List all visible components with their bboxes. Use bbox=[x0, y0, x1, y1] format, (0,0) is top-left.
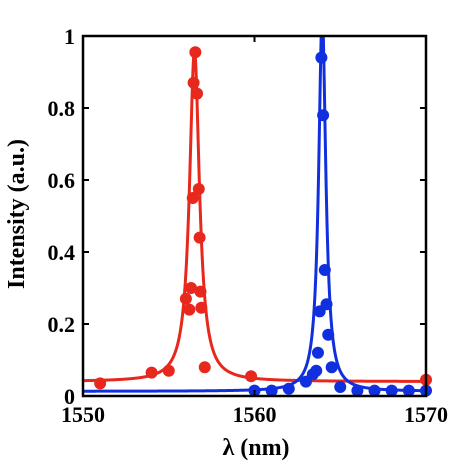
data-point bbox=[385, 384, 398, 397]
y-tick-label: 0.6 bbox=[48, 168, 76, 193]
data-point bbox=[193, 231, 206, 244]
y-tick-label: 0.4 bbox=[48, 240, 76, 265]
data-point bbox=[186, 192, 199, 204]
x-tick-label: 1550 bbox=[61, 402, 105, 427]
data-point bbox=[162, 364, 175, 377]
data-point bbox=[94, 377, 107, 390]
plot-frame bbox=[81, 34, 428, 398]
x-tick-label: 1570 bbox=[404, 402, 448, 427]
x-tick-label: 1560 bbox=[233, 402, 277, 427]
x-axis-label: λ (nm) bbox=[222, 435, 289, 461]
series-2-points bbox=[248, 51, 432, 397]
data-point bbox=[317, 109, 330, 122]
data-point bbox=[351, 384, 364, 397]
y-tick-label: 0.2 bbox=[48, 312, 76, 337]
y-axis-label: Intensity (a.u.) bbox=[4, 139, 30, 289]
data-point bbox=[311, 346, 324, 359]
data-point bbox=[402, 384, 415, 397]
data-point bbox=[194, 285, 207, 298]
data-point bbox=[198, 361, 211, 374]
data-point bbox=[282, 382, 295, 395]
data-point bbox=[245, 370, 258, 383]
data-point bbox=[145, 366, 158, 379]
data-point bbox=[195, 301, 208, 314]
y-tick-label: 0.8 bbox=[48, 96, 76, 121]
data-point bbox=[185, 282, 198, 294]
data-point bbox=[322, 328, 335, 341]
data-point bbox=[310, 364, 323, 377]
fit-curve-1 bbox=[83, 46, 426, 383]
data-point bbox=[192, 183, 205, 195]
data-point bbox=[368, 384, 381, 397]
data-point bbox=[187, 76, 200, 89]
data-point bbox=[325, 361, 338, 374]
data-point bbox=[265, 384, 278, 397]
data-point bbox=[179, 292, 192, 305]
data-point bbox=[191, 87, 204, 100]
y-tick-label: 1 bbox=[64, 24, 75, 49]
data-point bbox=[183, 303, 196, 316]
fit-curve-2 bbox=[83, 36, 426, 393]
y-tick-label: 0 bbox=[64, 384, 75, 409]
data-point bbox=[315, 51, 328, 64]
fit-curves bbox=[83, 36, 426, 393]
data-point bbox=[189, 46, 202, 59]
data-point bbox=[318, 264, 331, 276]
series-1-points bbox=[94, 46, 432, 390]
data-point bbox=[320, 298, 333, 311]
data-point bbox=[334, 381, 347, 393]
